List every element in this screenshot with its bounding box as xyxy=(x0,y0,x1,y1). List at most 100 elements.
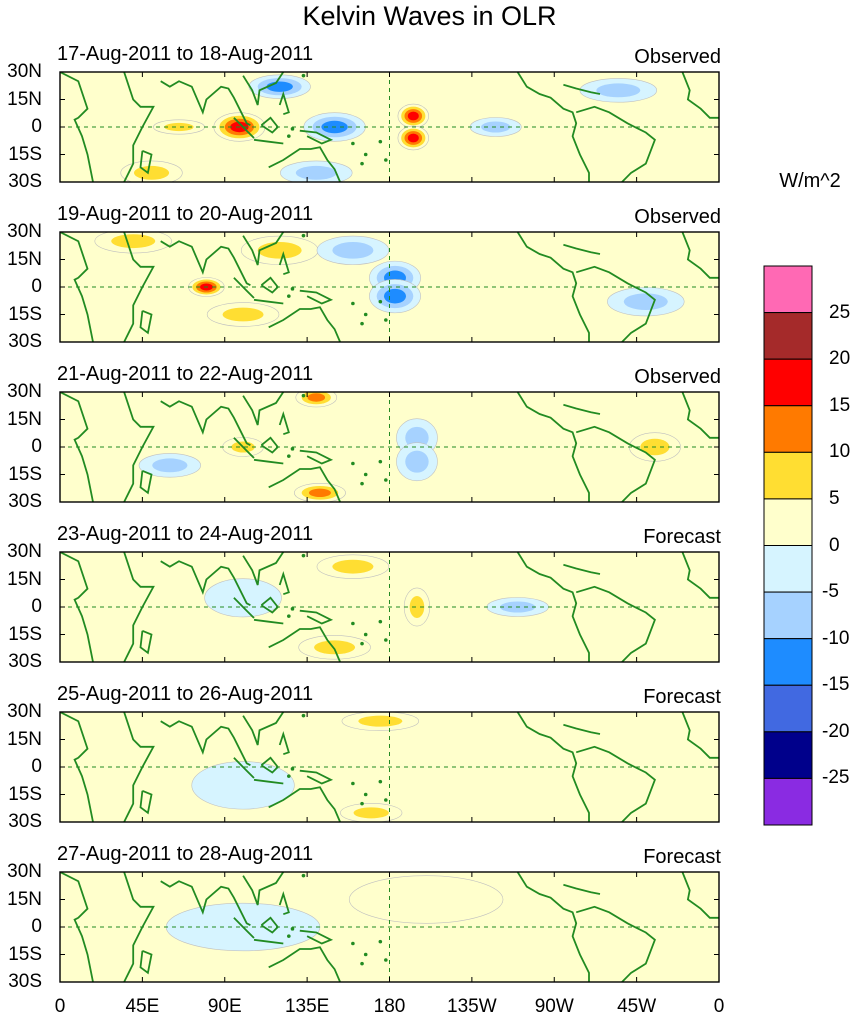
island xyxy=(384,958,388,962)
island xyxy=(290,927,295,931)
coastline xyxy=(516,232,590,342)
coastline xyxy=(681,712,719,759)
x-tick-label: 0 xyxy=(54,996,66,1017)
island xyxy=(351,621,355,626)
data-blob xyxy=(164,122,194,132)
x-tick-label: 180 xyxy=(373,996,406,1017)
coastline xyxy=(563,563,601,575)
island xyxy=(301,873,306,878)
coastline xyxy=(575,585,656,662)
island xyxy=(287,454,291,458)
y-tick-label: 15S xyxy=(8,783,42,805)
island xyxy=(360,801,364,806)
y-tick-label: 0 xyxy=(31,276,42,297)
panel-date-range: 17-Aug-2011 to 18-Aug-2011 xyxy=(57,43,314,65)
coastline xyxy=(123,72,155,182)
y-tick-label: 30S xyxy=(8,971,42,992)
panel-status: Forecast xyxy=(643,846,721,868)
x-tick-label: 135E xyxy=(284,996,330,1017)
colorbar-tick-label: 10 xyxy=(829,441,851,463)
data-blob xyxy=(191,761,295,810)
coastline xyxy=(563,83,601,95)
coastline xyxy=(253,618,284,625)
island xyxy=(363,632,368,637)
data-blob xyxy=(307,393,326,402)
x-tick-label: 90E xyxy=(207,996,242,1017)
y-tick-label: 30S xyxy=(8,491,42,512)
y-tick-label: 30N xyxy=(7,701,42,722)
coastline xyxy=(681,872,719,919)
y-tick-label: 15N xyxy=(7,88,42,110)
coastline xyxy=(160,560,251,607)
data-blob xyxy=(314,640,356,655)
y-tick-label: 0 xyxy=(31,436,42,457)
coastline xyxy=(278,250,290,276)
island xyxy=(378,619,383,624)
colorbar-tick-label: -5 xyxy=(822,581,839,603)
coastline xyxy=(233,757,255,779)
y-tick-label: 15N xyxy=(7,568,42,590)
data-blob xyxy=(383,288,406,304)
coastline xyxy=(681,232,719,279)
coastline xyxy=(575,265,656,342)
colorbar-tick-label: 0 xyxy=(829,534,840,556)
island xyxy=(384,318,388,322)
island xyxy=(351,461,355,466)
panel-plot-area xyxy=(60,872,719,982)
island xyxy=(384,798,388,802)
panel-1 xyxy=(59,61,720,183)
coastline xyxy=(516,392,590,502)
island xyxy=(351,141,355,146)
coastline xyxy=(299,929,334,945)
panel-5 xyxy=(59,701,720,823)
data-blob xyxy=(407,133,419,143)
island xyxy=(384,478,388,482)
colorbar-swatch xyxy=(763,545,813,593)
colorbar-tick-label: 5 xyxy=(829,487,840,509)
coastline xyxy=(242,872,285,906)
colorbar-swatch xyxy=(763,638,813,686)
y-tick-label: 30S xyxy=(8,171,42,192)
y-tick-label: 30S xyxy=(8,651,42,672)
colorbar-swatch xyxy=(763,312,813,360)
island xyxy=(314,61,318,65)
island xyxy=(351,941,355,946)
y-tick-label: 15N xyxy=(7,888,42,910)
y-tick-label: 15N xyxy=(7,248,42,270)
coastline xyxy=(253,138,284,145)
data-blob xyxy=(332,242,374,259)
coastline xyxy=(60,872,94,982)
data-blob xyxy=(358,715,403,727)
island xyxy=(287,294,291,298)
coastline xyxy=(60,232,94,342)
coastline xyxy=(299,449,334,465)
data-blob xyxy=(222,307,264,322)
coastline xyxy=(563,403,601,415)
colorbar-tick-label: 15 xyxy=(829,394,851,416)
coastline xyxy=(563,723,601,735)
coastline xyxy=(123,232,155,342)
coastline xyxy=(575,745,656,822)
coastline xyxy=(278,570,290,596)
y-tick-label: 30N xyxy=(7,381,42,402)
island xyxy=(301,713,306,718)
panel-status: Forecast xyxy=(643,526,721,548)
island xyxy=(290,127,295,131)
coastline xyxy=(268,946,341,982)
colorbar-swatch xyxy=(763,405,813,453)
island xyxy=(378,779,383,784)
island xyxy=(314,701,318,705)
coastline xyxy=(139,789,153,815)
island xyxy=(384,638,388,642)
coastline xyxy=(123,552,155,662)
coastline xyxy=(563,243,601,255)
coastline xyxy=(242,552,285,586)
panel-date-range: 27-Aug-2011 to 28-Aug-2011 xyxy=(57,843,314,865)
coastline xyxy=(233,917,255,939)
coastline xyxy=(233,277,255,299)
coastline xyxy=(575,905,656,982)
coastline xyxy=(681,392,719,439)
panel-plot-area xyxy=(60,552,719,662)
island xyxy=(287,774,291,778)
island xyxy=(351,781,355,786)
